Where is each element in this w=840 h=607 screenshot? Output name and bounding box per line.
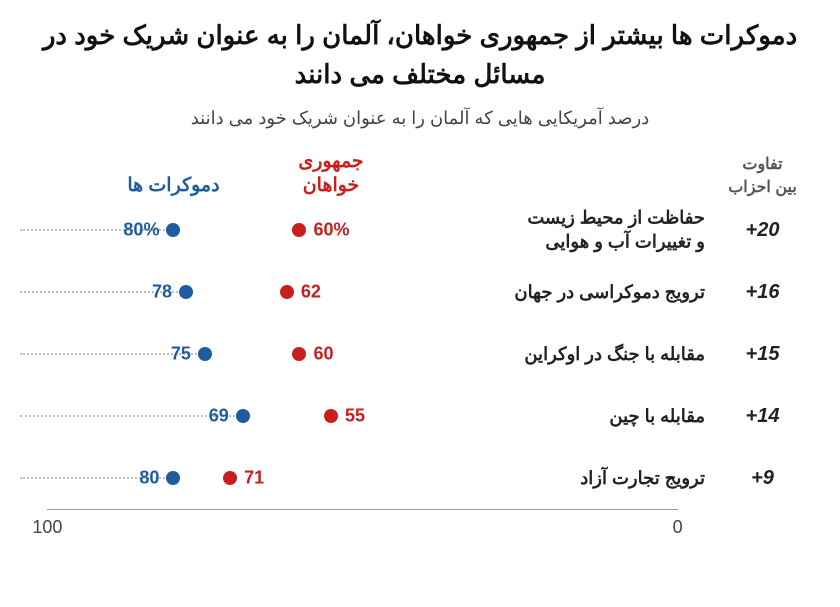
table-row: +20 80% 60% حفاظت از محیط زیستو تغییرات آب … <box>20 199 820 261</box>
rep-dot <box>223 471 237 485</box>
rep-value: 62 <box>301 282 321 303</box>
rep-dot <box>292 347 306 361</box>
diff-header: تفاوتبین احزاب <box>705 154 820 199</box>
axis: 0 100 <box>20 509 705 553</box>
diff-value: +14 <box>705 405 820 428</box>
table-row: +16 78 62 ترویج دموکراسی در جهان <box>20 261 820 323</box>
rep-value: 60 <box>313 344 333 365</box>
axis-tick: 100 <box>32 517 62 538</box>
rep-dot <box>292 223 306 237</box>
dem-dot <box>179 285 193 299</box>
dem-value: 78 <box>152 282 172 303</box>
axis-line <box>47 509 677 510</box>
dem-dot <box>198 347 212 361</box>
diff-value: +15 <box>705 343 820 366</box>
rep-dot <box>324 409 338 423</box>
diff-value: +9 <box>705 467 820 490</box>
rep-value: 71 <box>244 468 264 489</box>
chart-header: تفاوتبین احزاب دموکرات ها جمهوریخواهان <box>20 149 820 199</box>
dem-dot <box>166 471 180 485</box>
axis-tick: 0 <box>673 517 683 538</box>
chart-subtitle: درصد آمریکایی هایی که آلمان را به عنوان … <box>20 108 820 129</box>
row-label: ترویج دموکراسی در جهان <box>508 280 705 304</box>
dem-value: 80% <box>123 220 159 241</box>
row-label: مقابله با چین <box>603 404 705 428</box>
row-label: مقابله با جنگ در اوکراین <box>518 342 705 366</box>
chart: تفاوتبین احزاب دموکرات ها جمهوریخواهان +2… <box>20 149 820 553</box>
rep-value: 60% <box>313 220 349 241</box>
dem-dot <box>166 223 180 237</box>
legend-rep: جمهوریخواهان <box>298 150 363 199</box>
plot-cell: 75 60 مقابله با جنگ در اوکراین <box>20 323 705 385</box>
row-label: ترویج تجارت آزاد <box>574 466 705 490</box>
table-row: +9 80 71 ترویج تجارت آزاد <box>20 447 820 509</box>
dem-dot <box>236 409 250 423</box>
plot-cell: 69 55 مقابله با چین <box>20 385 705 447</box>
dem-value: 80 <box>139 468 159 489</box>
axis-row: 0 100 <box>20 509 820 553</box>
row-label: حفاظت از محیط زیستو تغییرات آب و هوایی <box>521 206 705 255</box>
chart-title: دموکرات ها بیشتر از جمهوری خواهان، آلمان… <box>20 16 820 94</box>
legend-dem: دموکرات ها <box>127 174 219 199</box>
plot-header: دموکرات ها جمهوریخواهان <box>20 149 705 199</box>
plot-cell: 78 62 ترویج دموکراسی در جهان <box>20 261 705 323</box>
chart-rows: +20 80% 60% حفاظت از محیط زیستو تغییرات آب … <box>20 199 820 509</box>
diff-value: +16 <box>705 281 820 304</box>
dem-value: 75 <box>171 344 191 365</box>
rep-value: 55 <box>345 406 365 427</box>
dem-value: 69 <box>209 406 229 427</box>
diff-value: +20 <box>705 219 820 242</box>
plot-cell: 80% 60% حفاظت از محیط زیستو تغییرات آب و ه… <box>20 199 705 261</box>
table-row: +15 75 60 مقابله با جنگ در اوکراین <box>20 323 820 385</box>
table-row: +14 69 55 مقابله با چین <box>20 385 820 447</box>
rep-dot <box>280 285 294 299</box>
plot-cell: 80 71 ترویج تجارت آزاد <box>20 447 705 509</box>
